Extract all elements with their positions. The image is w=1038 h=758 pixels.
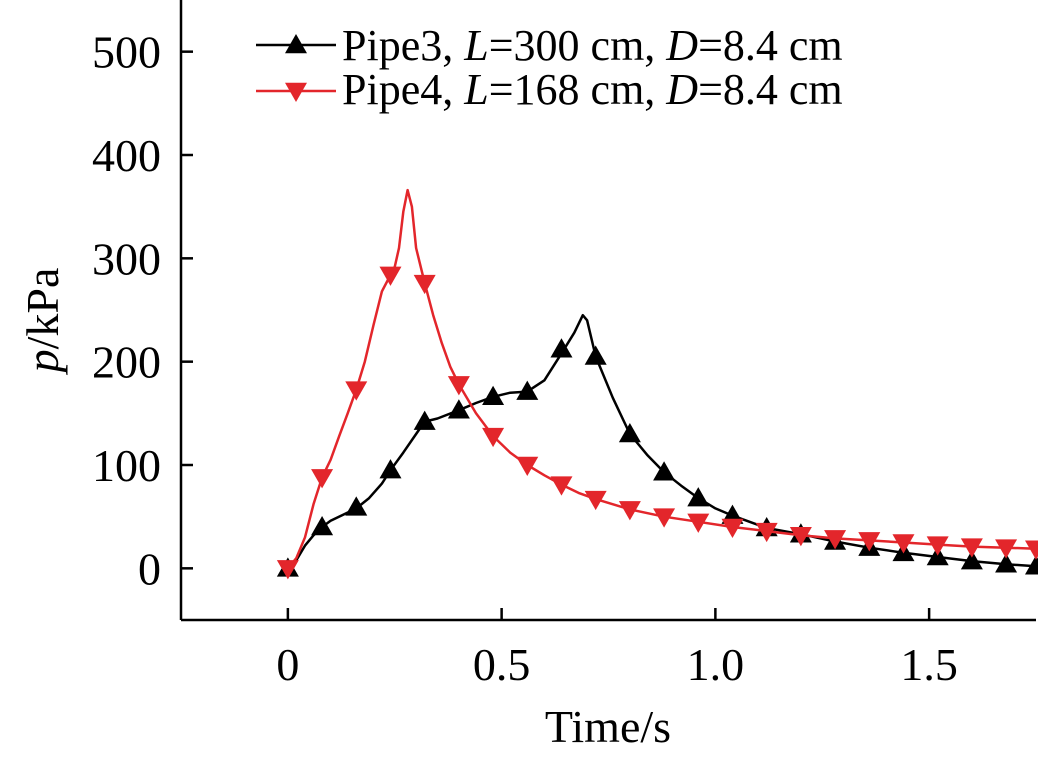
data-point-marker bbox=[960, 550, 983, 570]
y-tick-label: 400 bbox=[92, 130, 161, 181]
y-tick-label: 100 bbox=[92, 440, 161, 491]
legend: Pipe3, L=300 cm, D=8.4 cm Pipe4, L=168 c… bbox=[256, 21, 843, 114]
legend-pipe3-D-value: =8.4 cm bbox=[698, 21, 843, 70]
series-line bbox=[287, 313, 1037, 570]
legend-pipe3-L-value: =300 cm, bbox=[489, 21, 667, 70]
data-point-marker bbox=[482, 385, 505, 406]
data-point-marker bbox=[345, 496, 368, 516]
legend-label-pipe4: Pipe4, L=168 cm, D=8.4 cm bbox=[342, 65, 843, 114]
data-point-marker bbox=[413, 274, 436, 295]
x-tick-label: 0 bbox=[276, 639, 299, 690]
x-axis-label: Time/s bbox=[545, 701, 671, 752]
legend-pipe4-D-value: =8.4 cm bbox=[698, 65, 843, 114]
legend-pipe4-L: L bbox=[463, 65, 488, 114]
data-point-marker bbox=[482, 427, 505, 448]
data-point-marker bbox=[550, 338, 573, 358]
data-point-marker bbox=[995, 553, 1018, 573]
plot-frame bbox=[179, 0, 1036, 622]
data-point-marker bbox=[789, 527, 812, 547]
data-point-marker bbox=[1025, 555, 1038, 575]
y-axis-label-symbol: p bbox=[17, 349, 68, 375]
x-tick-label: 1.5 bbox=[900, 639, 958, 690]
y-axis-label-unit: /kPa bbox=[17, 268, 68, 350]
data-point-marker bbox=[653, 461, 676, 481]
data-point-marker bbox=[653, 508, 676, 528]
data-point-marker bbox=[824, 530, 847, 550]
data-point-marker bbox=[721, 518, 744, 538]
legend-pipe3-D: D bbox=[665, 21, 698, 70]
data-point-marker bbox=[1025, 540, 1038, 560]
data-point-marker bbox=[618, 423, 641, 443]
data-point-marker bbox=[755, 522, 778, 543]
data-point-marker bbox=[892, 534, 915, 554]
y-tick-label: 0 bbox=[138, 543, 161, 594]
data-point-marker bbox=[311, 469, 334, 489]
x-tick-label: 0.5 bbox=[473, 639, 531, 690]
data-point-marker bbox=[960, 538, 983, 558]
legend-label-pipe3: Pipe3, L=300 cm, D=8.4 cm bbox=[342, 21, 843, 70]
data-point-marker bbox=[926, 545, 949, 566]
legend-marker-pipe4 bbox=[285, 82, 307, 102]
legend-pipe3-name: Pipe3, bbox=[342, 21, 464, 70]
x-tick-label: 1.0 bbox=[687, 639, 745, 690]
data-point-marker bbox=[618, 501, 641, 521]
data-point-marker bbox=[516, 456, 539, 476]
legend-pipe4-D: D bbox=[665, 65, 698, 114]
legend-pipe4-L-value: =168 cm, bbox=[489, 65, 667, 114]
data-point-marker bbox=[687, 513, 710, 533]
legend-marker-pipe3 bbox=[285, 34, 307, 54]
data-point-marker bbox=[413, 410, 436, 430]
y-tick-label: 300 bbox=[92, 233, 161, 284]
data-point-marker bbox=[550, 476, 573, 496]
data-point-marker bbox=[311, 516, 334, 536]
y-axis-label: p/kPa bbox=[17, 268, 68, 376]
series-pipe3 bbox=[276, 313, 1038, 577]
data-point-marker bbox=[447, 376, 470, 396]
data-point-marker bbox=[447, 399, 470, 419]
data-point-marker bbox=[276, 560, 299, 580]
y-tick-label: 200 bbox=[92, 337, 161, 388]
y-tick-label: 500 bbox=[92, 27, 161, 78]
data-point-marker bbox=[379, 266, 402, 286]
data-point-marker bbox=[926, 536, 949, 556]
data-point-marker bbox=[379, 459, 402, 479]
legend-pipe4-name: Pipe4, bbox=[342, 65, 464, 114]
data-point-marker bbox=[858, 532, 881, 552]
legend-pipe3-L: L bbox=[463, 21, 488, 70]
data-point-marker bbox=[995, 539, 1018, 559]
data-point-marker bbox=[516, 380, 539, 400]
axis-ticks: 0 100 200 300 400 500 0 0.5 1.0 1.5 bbox=[92, 27, 958, 690]
series-pipe4 bbox=[276, 188, 1038, 580]
data-point-marker bbox=[584, 345, 607, 365]
data-point-marker bbox=[345, 381, 368, 401]
data-point-marker bbox=[584, 490, 607, 511]
series-line bbox=[286, 188, 1037, 570]
data-point-marker bbox=[687, 487, 710, 507]
series-layer bbox=[276, 188, 1038, 580]
